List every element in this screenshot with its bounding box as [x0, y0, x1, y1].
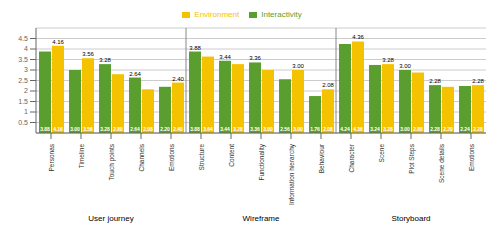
svg-text:Information hierarchy: Information hierarchy	[288, 143, 296, 205]
svg-text:4.16: 4.16	[53, 126, 63, 132]
svg-text:2: 2	[24, 87, 28, 94]
svg-text:2.08: 2.08	[323, 126, 333, 132]
svg-text:Storyboard: Storyboard	[391, 214, 430, 223]
svg-text:Plot Steps: Plot Steps	[408, 143, 416, 173]
svg-text:3.88: 3.88	[40, 126, 50, 132]
html-text:Interactivity: Interactivity	[261, 10, 302, 19]
svg-text:2.20: 2.20	[443, 126, 453, 132]
svg-text:Wireframe: Wireframe	[243, 214, 280, 223]
svg-text:2.40: 2.40	[173, 126, 183, 132]
svg-text:Channels: Channels	[138, 143, 145, 171]
svg-text:3.00: 3.00	[70, 126, 80, 132]
svg-text:3.00: 3.00	[399, 63, 411, 69]
svg-text:2.08: 2.08	[143, 126, 153, 132]
html-text:Environment: Environment	[194, 10, 240, 19]
svg-text:3.00: 3.00	[292, 63, 304, 69]
svg-text:1: 1	[24, 108, 28, 115]
svg-text:1.76: 1.76	[310, 126, 320, 132]
svg-text:3.00: 3.00	[293, 126, 303, 132]
svg-text:4.5: 4.5	[18, 35, 28, 42]
svg-text:Emotions: Emotions	[168, 143, 175, 171]
svg-text:3.5: 3.5	[18, 56, 28, 63]
svg-text:Character: Character	[348, 143, 355, 172]
svg-text:2.80: 2.80	[113, 126, 123, 132]
svg-text:Personas: Personas	[48, 143, 55, 171]
svg-text:2.5: 2.5	[18, 77, 28, 84]
svg-text:1.5: 1.5	[18, 98, 28, 105]
svg-text:3.28: 3.28	[383, 126, 393, 132]
svg-text:Functionality: Functionality	[258, 143, 266, 180]
svg-text:2.56: 2.56	[280, 126, 290, 132]
svg-text:Touch points: Touch points	[108, 143, 116, 180]
svg-text:Scene: Scene	[378, 144, 385, 163]
svg-text:Content: Content	[228, 144, 235, 167]
svg-text:0.5: 0.5	[18, 119, 28, 126]
svg-text:Behaviour: Behaviour	[318, 143, 325, 173]
svg-text:3.36: 3.36	[250, 126, 260, 132]
svg-text:3.28: 3.28	[99, 57, 111, 63]
svg-text:4.24: 4.24	[340, 126, 350, 132]
svg-text:3.36: 3.36	[249, 55, 261, 61]
svg-text:2.28: 2.28	[429, 78, 441, 84]
svg-text:3.24: 3.24	[370, 126, 380, 132]
svg-text:3.56: 3.56	[83, 126, 93, 132]
svg-text:Timeline: Timeline	[78, 144, 85, 169]
svg-text:4.36: 4.36	[353, 126, 363, 132]
svg-text:3.56: 3.56	[82, 51, 94, 57]
svg-text:3.88: 3.88	[190, 126, 200, 132]
svg-text:3.00: 3.00	[263, 126, 273, 132]
svg-text:Emotions: Emotions	[468, 143, 475, 171]
svg-text:Scene details: Scene details	[438, 143, 445, 183]
svg-text:3.00: 3.00	[400, 126, 410, 132]
svg-text:3.28: 3.28	[382, 57, 394, 63]
svg-text:3.88: 3.88	[189, 45, 201, 51]
svg-text:3.28: 3.28	[233, 126, 243, 132]
svg-text:2.24: 2.24	[460, 126, 470, 132]
svg-text:User journey: User journey	[88, 214, 133, 223]
svg-text:2.28: 2.28	[430, 126, 440, 132]
svg-text:2.64: 2.64	[129, 71, 141, 77]
svg-text:3.44: 3.44	[219, 54, 231, 60]
svg-text:4.16: 4.16	[52, 39, 64, 45]
svg-text:2.40: 2.40	[172, 76, 184, 82]
svg-text:4.36: 4.36	[352, 34, 364, 40]
svg-text:2.20: 2.20	[160, 126, 170, 132]
svg-text:3.64: 3.64	[203, 126, 213, 132]
svg-text:2.64: 2.64	[130, 126, 140, 132]
svg-text:2.88: 2.88	[413, 126, 423, 132]
svg-text:2.28: 2.28	[473, 126, 483, 132]
svg-text:Structure: Structure	[198, 144, 205, 171]
svg-text:2.08: 2.08	[322, 82, 334, 88]
svg-text:3.44: 3.44	[220, 126, 230, 132]
svg-text:4: 4	[24, 45, 28, 52]
svg-text:3: 3	[24, 66, 28, 73]
svg-text:2.28: 2.28	[472, 78, 484, 84]
svg-text:3.28: 3.28	[100, 126, 110, 132]
